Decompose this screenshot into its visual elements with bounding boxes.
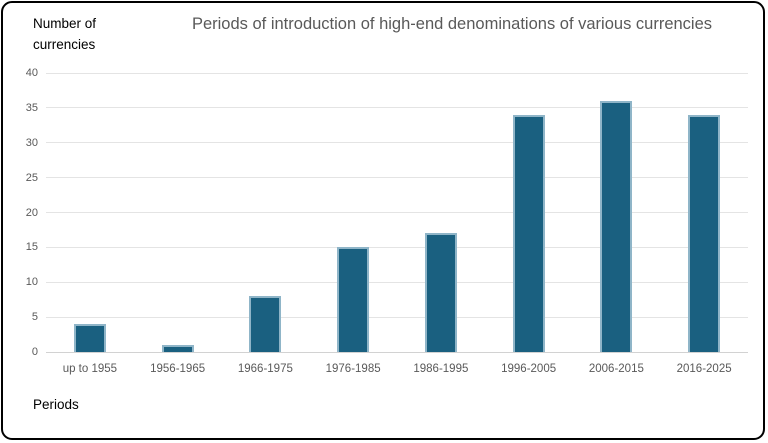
y-tick-label-25: 25 <box>25 171 38 184</box>
y-tick-label-15: 15 <box>25 241 38 254</box>
gridline-y-35 <box>46 107 748 109</box>
gridline-y-40 <box>46 72 748 74</box>
chart-title: Periods of introduction of high-end deno… <box>191 15 713 33</box>
x-tick-label-2016-2025: 2016-2025 <box>676 363 732 375</box>
bar-1976-1985 <box>337 247 370 352</box>
y-axis-title: Number of currencies <box>33 13 96 55</box>
bar-up to 1955 <box>73 324 106 352</box>
y-axis-title-line-1: Number of <box>33 16 97 31</box>
x-axis-line <box>46 351 748 353</box>
bar-2016-2025 <box>688 114 721 352</box>
gridline-y-10 <box>46 281 748 283</box>
bar-1996-2005 <box>512 114 545 352</box>
gridline-y-25 <box>46 177 748 179</box>
gridline-y-15 <box>46 246 748 248</box>
y-tick-label-30: 30 <box>25 136 38 149</box>
gridline-y-5 <box>46 316 748 318</box>
bar-1956-1965 <box>161 345 194 352</box>
bar-1966-1975 <box>249 296 282 352</box>
y-tick-label-0: 0 <box>31 346 38 358</box>
gridline-y-20 <box>46 212 748 213</box>
x-tick-label-2006-2015: 2006-2015 <box>588 363 644 375</box>
y-axis-title-line-2: currencies <box>33 37 96 52</box>
x-tick-label-1986-1995: 1986-1995 <box>413 363 469 375</box>
bar-2006-2015 <box>600 100 633 352</box>
y-tick-label-35: 35 <box>25 101 38 114</box>
gridline-y-30 <box>46 142 748 144</box>
y-tick-label-5: 5 <box>31 311 38 324</box>
x-tick-label-up to 1955: up to 1955 <box>62 363 118 375</box>
bar-1986-1995 <box>424 233 457 352</box>
plot-area: 0 5 10 15 20 25 30 35 40 up to 1955 1956-1965 1966-… <box>26 67 748 375</box>
x-axis-title: Periods <box>33 397 79 412</box>
x-tick-label-1956-1965: 1956-1965 <box>150 363 206 375</box>
x-tick-label-1996-2005: 1996-2005 <box>501 363 557 375</box>
y-tick-label-40: 40 <box>25 67 38 79</box>
x-tick-label-1976-1985: 1976-1985 <box>325 363 381 375</box>
y-tick-label-20: 20 <box>25 206 38 219</box>
y-tick-label-10: 10 <box>25 276 38 289</box>
x-tick-label-1966-1975: 1966-1975 <box>237 363 293 375</box>
